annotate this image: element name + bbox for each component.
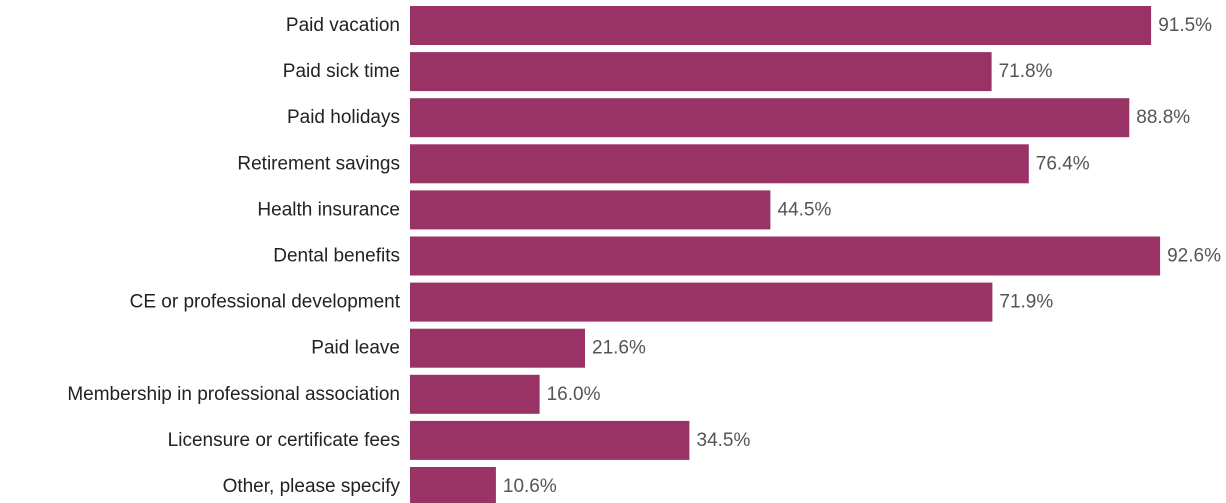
bar-1 bbox=[410, 52, 992, 92]
category-labels-group: Paid vacation Paid sick time Paid holidays… bbox=[67, 15, 400, 497]
category-label-5: Dental benefits bbox=[273, 246, 400, 267]
bar-8 bbox=[410, 374, 540, 414]
category-label-9: Licensure or certificate fees bbox=[168, 430, 400, 451]
category-label-2: Paid holidays bbox=[287, 107, 400, 128]
value-label-10: 10.6% bbox=[503, 476, 557, 497]
category-label-0: Paid vacation bbox=[286, 15, 400, 36]
category-label-1: Paid sick time bbox=[283, 61, 400, 82]
value-label-3: 76.4% bbox=[1036, 153, 1090, 174]
bar-7 bbox=[410, 328, 585, 368]
bar-0 bbox=[410, 6, 1152, 45]
bar-6 bbox=[410, 282, 993, 322]
bar-9 bbox=[410, 420, 690, 460]
category-label-7: Paid leave bbox=[311, 338, 400, 359]
bar-2 bbox=[410, 98, 1130, 138]
category-label-4: Health insurance bbox=[257, 199, 400, 220]
bar-5 bbox=[410, 236, 1161, 276]
category-label-8: Membership in professional association bbox=[67, 384, 400, 405]
value-label-4: 44.5% bbox=[778, 199, 832, 220]
value-label-5: 92.6% bbox=[1167, 246, 1221, 267]
value-labels-group: 91.5% 71.8% 88.8% 76.4% 44.5% 92.6% 71.9% 21.6%… bbox=[503, 15, 1221, 497]
bar-10 bbox=[410, 467, 496, 503]
value-label-7: 21.6% bbox=[592, 338, 646, 359]
category-label-6: CE or professional development bbox=[130, 292, 401, 313]
value-label-8: 16.0% bbox=[547, 384, 601, 405]
category-label-10: Other, please specify bbox=[223, 476, 401, 497]
bar-3 bbox=[410, 144, 1029, 184]
value-label-2: 88.8% bbox=[1136, 107, 1190, 128]
bar-4 bbox=[410, 190, 771, 230]
value-label-1: 71.8% bbox=[999, 61, 1053, 82]
value-label-6: 71.9% bbox=[999, 292, 1053, 313]
bars-group bbox=[410, 6, 1161, 503]
value-label-9: 34.5% bbox=[697, 430, 751, 451]
value-label-0: 91.5% bbox=[1158, 15, 1212, 36]
category-label-3: Retirement savings bbox=[237, 153, 400, 174]
